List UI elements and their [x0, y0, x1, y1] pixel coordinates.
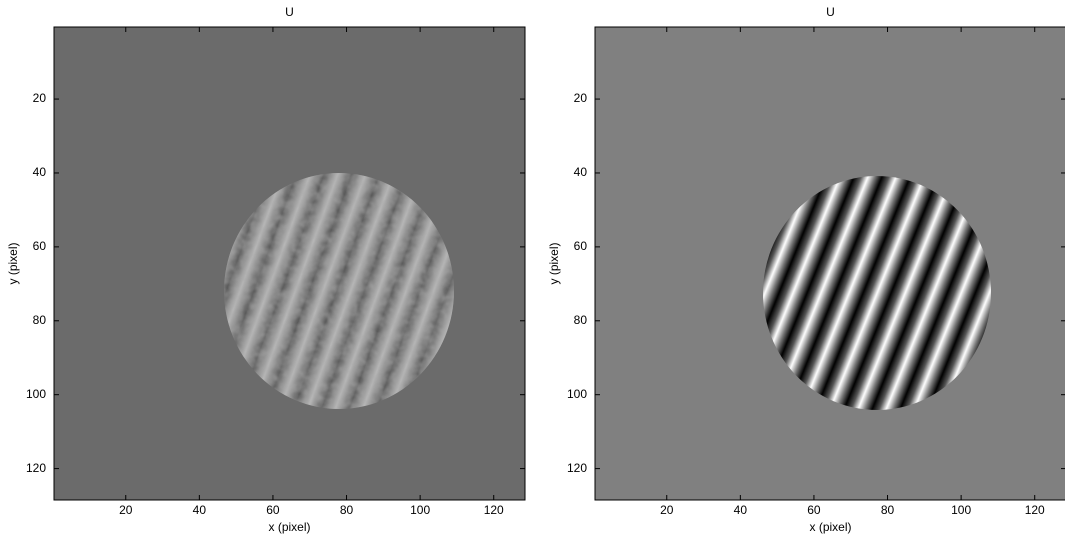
x-tick-label: 20 [660, 503, 674, 517]
y-tick-label: 100 [567, 387, 587, 401]
x-axis-label: x (pixel) [268, 520, 310, 534]
y-tick-label: 40 [33, 165, 47, 179]
x-tick-label: 40 [734, 503, 748, 517]
x-tick-label: 100 [951, 503, 971, 517]
x-axis-label: x (pixel) [809, 520, 851, 534]
y-tick-label: 120 [26, 461, 46, 475]
panel: Ux (pixel) y (pixel) 20 40 60 80 100 120 20 40 60 8… [547, 5, 1065, 534]
x-tick-label: 60 [266, 503, 280, 517]
x-tick-label: 80 [881, 503, 895, 517]
y-tick-label: 60 [574, 239, 588, 253]
axes-frame [594, 26, 1065, 501]
y-tick-label: 80 [574, 313, 588, 327]
x-tick-label: 40 [193, 503, 207, 517]
x-tick-label: 120 [484, 503, 504, 517]
y-tick-label: 20 [33, 91, 47, 105]
y-tick-label: 80 [33, 313, 47, 327]
image-content [224, 173, 454, 409]
y-tick-label: 100 [26, 387, 46, 401]
x-tick-label: 60 [807, 503, 821, 517]
panel: Ux (pixel) y (pixel) 20 40 60 80 100 120 20 40 60 8… [6, 5, 526, 534]
y-tick-label: 60 [33, 239, 47, 253]
chart-title: U [285, 5, 294, 19]
x-tick-label: 100 [410, 503, 430, 517]
y-tick-label: 20 [574, 91, 588, 105]
y-tick-label: 120 [567, 461, 587, 475]
image-content [763, 176, 991, 410]
y-axis-label: y (pixel) [547, 242, 561, 284]
y-axis-label: y (pixel) [6, 242, 20, 284]
x-tick-label: 120 [1025, 503, 1045, 517]
chart-title: U [826, 5, 835, 19]
y-tick-label: 40 [574, 165, 588, 179]
axes-frame [53, 26, 526, 501]
x-tick-label: 20 [119, 503, 133, 517]
x-tick-label: 80 [340, 503, 354, 517]
